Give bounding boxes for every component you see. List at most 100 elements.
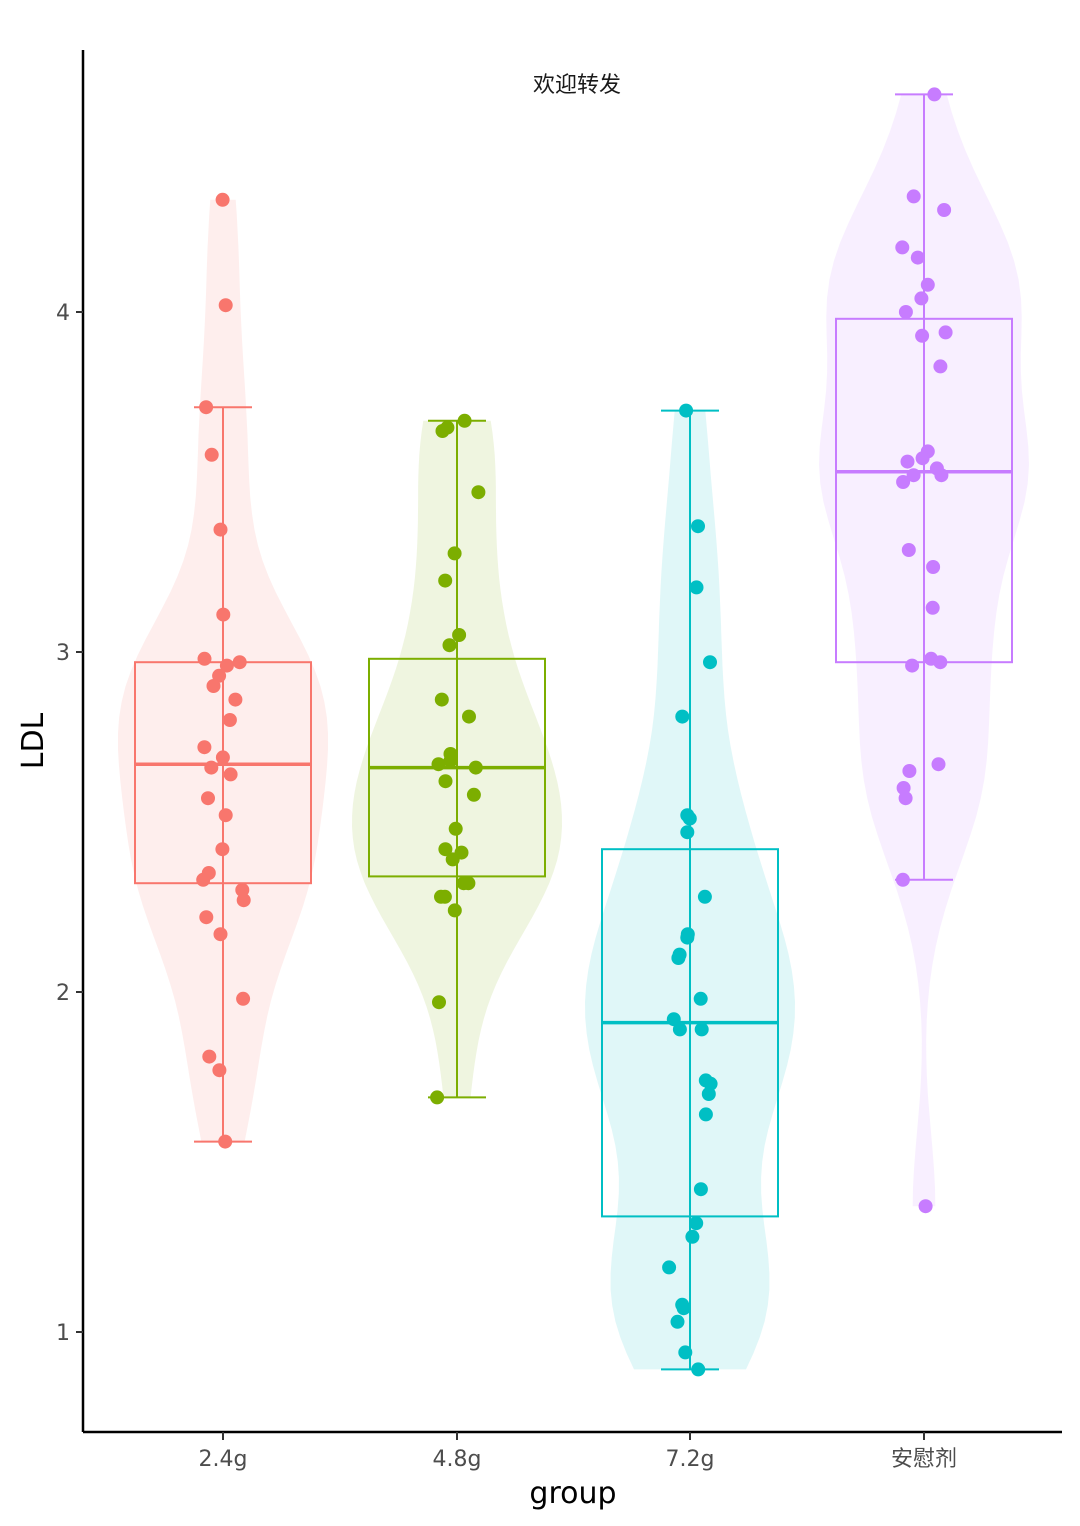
y-tick-label: 1 [56, 1321, 70, 1346]
data-point [215, 750, 230, 765]
data-point [900, 454, 915, 469]
data-point [694, 1022, 709, 1037]
x-axis-title: group [529, 1476, 616, 1511]
data-point [680, 930, 695, 945]
data-point [445, 852, 460, 867]
data-point [895, 240, 910, 255]
data-point [915, 451, 930, 466]
data-point [197, 651, 212, 666]
data-point [438, 842, 453, 857]
data-point [228, 692, 243, 707]
data-point [438, 573, 453, 588]
data-point [199, 400, 214, 415]
data-point [679, 403, 694, 418]
data-point [672, 1022, 687, 1037]
data-point [471, 485, 486, 500]
y-tick-label: 3 [56, 641, 70, 666]
data-point [430, 1090, 445, 1105]
data-point [662, 1260, 677, 1275]
data-point [199, 910, 214, 925]
data-point [236, 893, 251, 908]
data-point [901, 543, 916, 557]
axes: 1 2 3 4 2.4g 4.8g 7.2g 安慰剂 [56, 301, 957, 1472]
data-point [671, 951, 686, 965]
data-point [201, 791, 215, 806]
data-point [215, 192, 230, 207]
x-tick-label: 4.8g [433, 1447, 482, 1472]
data-point [906, 189, 921, 204]
data-point [432, 995, 446, 1010]
data-point [898, 791, 913, 806]
data-point [437, 889, 452, 904]
data-point [204, 447, 219, 462]
data-point [219, 658, 234, 673]
data-point [689, 580, 704, 595]
data-point [914, 291, 929, 306]
data-point [680, 825, 695, 840]
y-tick-label: 2 [56, 981, 70, 1006]
data-point [927, 87, 942, 102]
x-tick-label: 7.2g [666, 1447, 715, 1472]
data-point [213, 522, 228, 537]
data-point [902, 764, 917, 778]
data-point [896, 475, 911, 489]
data-point [235, 883, 250, 897]
data-point [925, 600, 940, 615]
data-point [934, 468, 949, 483]
data-point [206, 679, 221, 693]
data-point [676, 1301, 691, 1316]
data-point [920, 277, 935, 292]
series-group-3 [585, 403, 795, 1377]
data-point [910, 250, 925, 265]
data-point [703, 655, 717, 670]
plot-area [118, 87, 1029, 1377]
data-point [918, 1199, 933, 1214]
data-point [906, 468, 921, 483]
data-point [938, 325, 953, 340]
data-point [212, 668, 227, 683]
data-point [204, 760, 219, 775]
data-point [933, 655, 948, 670]
data-point [457, 413, 472, 428]
data-point [196, 872, 211, 887]
series-group-4 [819, 87, 1029, 1214]
data-point [937, 203, 952, 217]
chart-annotation: 欢迎转发 [533, 73, 621, 98]
data-point [218, 808, 233, 823]
data-point [442, 638, 457, 653]
y-tick-label: 4 [56, 301, 70, 326]
data-point [698, 1107, 713, 1122]
data-point [202, 1049, 217, 1064]
data-point [466, 787, 481, 802]
data-point [693, 991, 708, 1006]
y-axis-title: LDL [16, 712, 51, 769]
data-point [895, 872, 910, 887]
data-point [447, 903, 462, 918]
data-point [933, 359, 948, 374]
data-point [456, 876, 471, 891]
data-point [212, 1063, 227, 1078]
data-point [448, 821, 463, 836]
data-point [443, 753, 458, 768]
data-point [898, 305, 913, 319]
data-point [462, 709, 476, 724]
series-group-2 [352, 413, 562, 1105]
data-point [215, 842, 230, 857]
data-point [232, 655, 247, 670]
data-point [435, 424, 450, 438]
data-point [216, 607, 231, 622]
x-tick-label: 2.4g [199, 1447, 248, 1472]
data-point [434, 692, 449, 707]
data-point [452, 628, 467, 642]
data-point [691, 1362, 706, 1377]
data-point [431, 757, 446, 772]
x-tick-label: 安慰剂 [891, 1447, 957, 1472]
data-point [223, 767, 238, 782]
data-point [218, 298, 233, 313]
data-point [670, 1314, 685, 1329]
data-point [701, 1087, 716, 1101]
data-point [691, 519, 705, 534]
data-point [213, 927, 228, 942]
data-point [447, 546, 462, 561]
